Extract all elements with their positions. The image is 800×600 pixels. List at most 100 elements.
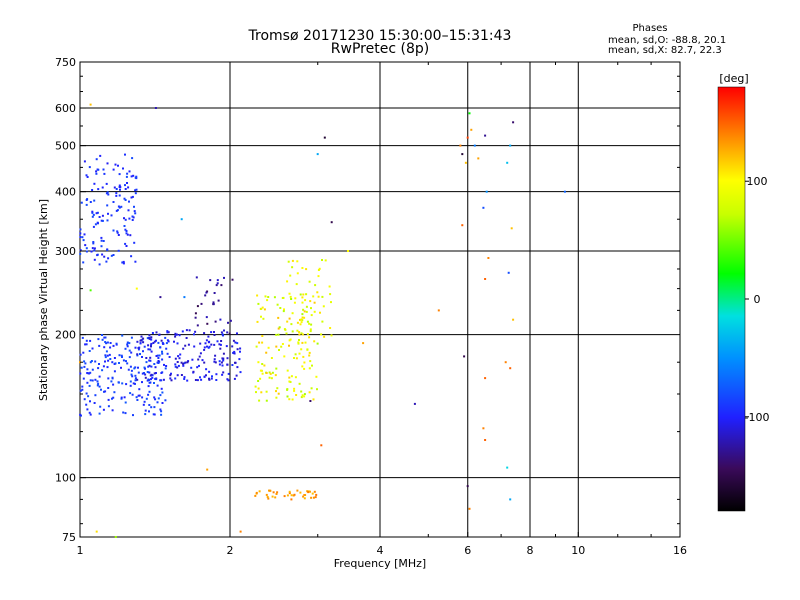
data-point bbox=[303, 367, 306, 370]
data-point bbox=[89, 361, 92, 364]
data-point bbox=[100, 239, 103, 242]
data-point bbox=[86, 176, 89, 178]
data-point bbox=[222, 359, 225, 362]
data-point bbox=[191, 358, 194, 361]
data-point bbox=[89, 289, 92, 292]
data-point bbox=[125, 360, 127, 363]
data-point bbox=[161, 358, 164, 361]
data-point bbox=[261, 335, 264, 337]
data-point bbox=[299, 323, 302, 326]
data-point bbox=[216, 282, 219, 285]
data-point bbox=[103, 390, 105, 393]
data-point bbox=[182, 364, 185, 367]
data-point bbox=[164, 336, 167, 339]
data-point bbox=[178, 357, 181, 360]
data-point bbox=[104, 336, 107, 339]
data-point bbox=[278, 326, 281, 329]
data-point bbox=[289, 338, 292, 341]
y-axis-ticks: 75 100 200 300 400 500 600 750 bbox=[55, 56, 680, 544]
data-point bbox=[563, 190, 566, 193]
data-point bbox=[153, 340, 156, 343]
data-point bbox=[317, 269, 320, 271]
data-point bbox=[98, 344, 101, 347]
data-point bbox=[205, 368, 208, 371]
data-point bbox=[88, 372, 91, 375]
data-point bbox=[137, 394, 140, 397]
data-point bbox=[156, 384, 159, 387]
data-point bbox=[507, 271, 510, 274]
data-point bbox=[296, 329, 299, 332]
data-point bbox=[115, 192, 118, 195]
data-point bbox=[178, 334, 181, 337]
data-point bbox=[134, 192, 137, 195]
data-point bbox=[213, 334, 216, 336]
data-point bbox=[282, 310, 285, 313]
data-point bbox=[132, 216, 135, 219]
data-point bbox=[126, 341, 129, 344]
data-point bbox=[310, 307, 312, 310]
data-point bbox=[223, 276, 225, 279]
data-point bbox=[95, 172, 98, 175]
data-point bbox=[140, 339, 143, 342]
data-point bbox=[135, 287, 138, 290]
data-point bbox=[484, 377, 487, 380]
data-point bbox=[203, 361, 206, 364]
data-point bbox=[103, 346, 106, 349]
data-point bbox=[161, 350, 163, 353]
data-point bbox=[157, 362, 160, 364]
data-point bbox=[142, 350, 144, 353]
data-point bbox=[106, 341, 109, 344]
data-point bbox=[166, 339, 169, 342]
data-point bbox=[504, 361, 507, 364]
data-point bbox=[413, 402, 416, 405]
data-point bbox=[143, 372, 145, 374]
data-point bbox=[136, 378, 139, 381]
data-point bbox=[85, 343, 88, 346]
data-point bbox=[288, 398, 291, 401]
data-point bbox=[134, 212, 137, 215]
data-point bbox=[180, 374, 183, 376]
data-point bbox=[234, 361, 236, 364]
data-point bbox=[239, 371, 242, 374]
data-point bbox=[138, 394, 141, 397]
data-point bbox=[156, 401, 159, 404]
data-point bbox=[208, 370, 211, 373]
data-point bbox=[303, 361, 306, 364]
data-point bbox=[231, 278, 234, 281]
data-point bbox=[468, 112, 471, 115]
data-point bbox=[231, 345, 234, 348]
data-point bbox=[169, 377, 172, 380]
data-point bbox=[104, 354, 107, 357]
data-point bbox=[100, 219, 103, 222]
data-point bbox=[291, 330, 294, 333]
data-point bbox=[169, 374, 172, 377]
data-point bbox=[239, 350, 241, 353]
data-point bbox=[312, 295, 315, 298]
data-point bbox=[131, 375, 134, 378]
data-point bbox=[301, 333, 304, 336]
data-point bbox=[112, 254, 115, 256]
data-point bbox=[103, 255, 106, 258]
data-point bbox=[130, 369, 133, 372]
data-point bbox=[132, 414, 134, 417]
data-point bbox=[303, 395, 306, 398]
data-point bbox=[321, 295, 324, 298]
data-point bbox=[308, 367, 311, 370]
data-point bbox=[298, 331, 301, 334]
data-point bbox=[104, 356, 107, 359]
data-point bbox=[183, 362, 186, 365]
data-point bbox=[199, 376, 201, 379]
data-point bbox=[162, 378, 165, 381]
data-point bbox=[131, 157, 134, 160]
data-point bbox=[85, 403, 88, 406]
data-point bbox=[174, 363, 177, 366]
data-point bbox=[288, 292, 291, 295]
data-point bbox=[85, 203, 88, 206]
data-point bbox=[473, 144, 476, 147]
data-point bbox=[91, 368, 94, 371]
data-point bbox=[329, 327, 332, 329]
data-point bbox=[121, 382, 124, 385]
data-point bbox=[82, 239, 85, 242]
data-point bbox=[268, 489, 271, 492]
data-point bbox=[131, 393, 134, 396]
